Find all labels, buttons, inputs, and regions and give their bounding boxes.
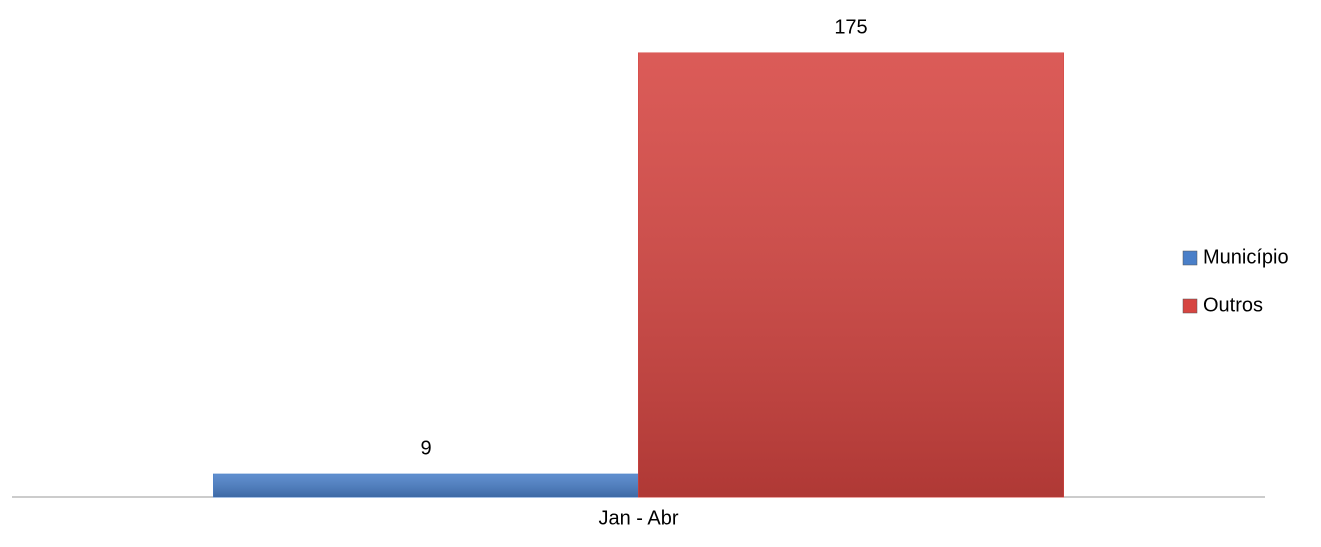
legend-label: Município	[1203, 246, 1289, 268]
bar-shade	[638, 53, 1064, 497]
bar-shade	[213, 474, 639, 497]
legend-swatch	[1182, 298, 1198, 314]
legend-swatch	[1182, 250, 1198, 266]
x-tick-label: Jan - Abr	[598, 507, 678, 529]
data-label: 9	[420, 437, 431, 459]
legend-label: Outros	[1203, 294, 1263, 316]
data-label: 175	[834, 16, 867, 38]
